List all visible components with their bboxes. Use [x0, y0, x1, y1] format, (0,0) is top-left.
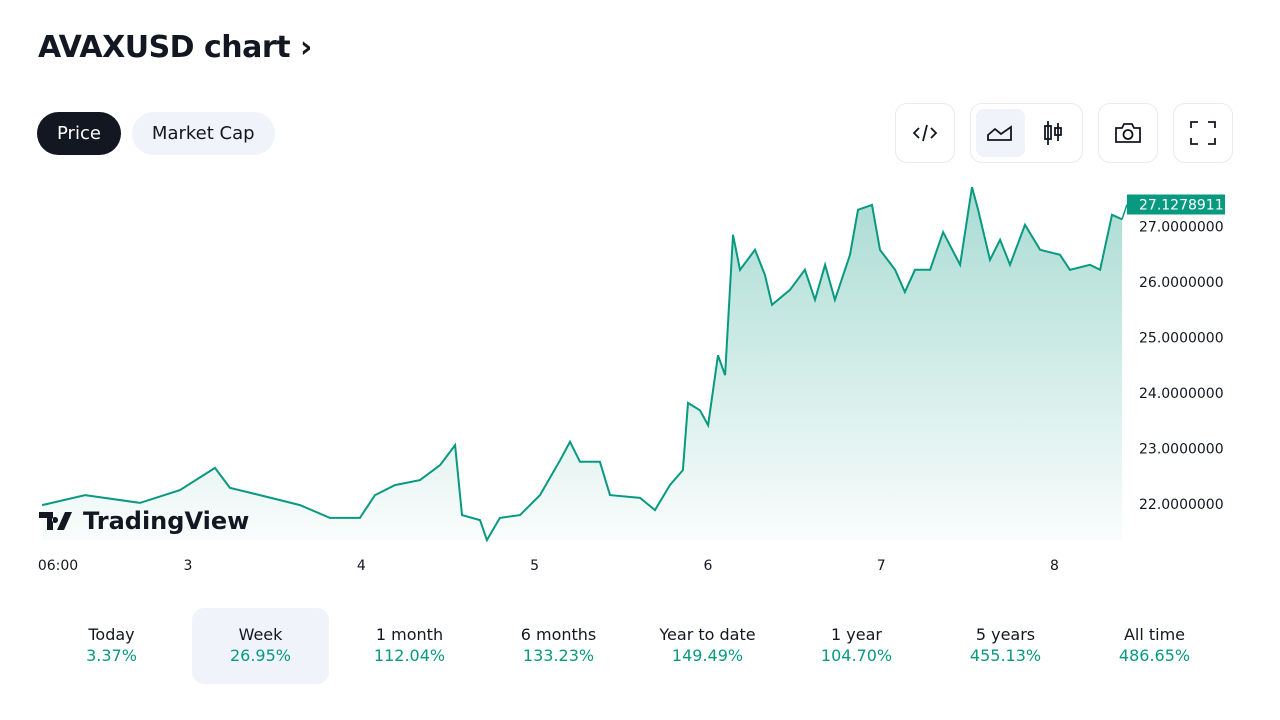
tradingview-logo[interactable]: TradingView: [39, 507, 249, 535]
period-1-year[interactable]: 1 year 104.70%: [788, 608, 925, 684]
period-change: 26.95%: [229, 646, 291, 665]
camera-icon: [1115, 123, 1141, 143]
tradingview-logo-icon: [39, 512, 72, 530]
period-change: 455.13%: [969, 646, 1042, 665]
y-tick-label: 26.0000000: [1139, 275, 1224, 291]
price-chart[interactable]: 22.0000000 23.0000000 24.0000000 25.0000000…: [0, 170, 1280, 590]
y-tick-label: 25.0000000: [1139, 331, 1224, 347]
chart-toolbar: [895, 103, 1233, 163]
chart-type-tabs: Price Market Cap: [37, 112, 275, 155]
period-change: 133.23%: [522, 646, 595, 665]
period-label: Today: [88, 625, 135, 644]
current-price-pointer: [1121, 204, 1128, 220]
embed-code-icon: [912, 124, 938, 142]
y-tick-label: 22.0000000: [1139, 497, 1224, 513]
period-change: 3.37%: [86, 646, 137, 665]
title-text: AVAXUSD chart: [38, 30, 291, 65]
current-price-tag: 27.1278911: [1121, 194, 1225, 220]
period-label: 1 month: [375, 625, 444, 644]
period-label: Week: [238, 625, 283, 644]
chart-style-group: [970, 103, 1083, 163]
y-tick-label: 24.0000000: [1139, 386, 1224, 402]
period-label: 5 years: [975, 625, 1036, 644]
period-change: 486.65%: [1118, 646, 1191, 665]
period-label: 1 year: [831, 625, 882, 644]
x-tick-label: 6: [703, 558, 712, 574]
x-tick-label: 8: [1050, 558, 1059, 574]
tab-market-cap[interactable]: Market Cap: [131, 112, 275, 155]
x-tick-label: 4: [357, 558, 366, 574]
tab-price[interactable]: Price: [37, 112, 121, 155]
fullscreen-button[interactable]: [1173, 103, 1233, 163]
period-all-time[interactable]: All time 486.65%: [1086, 608, 1223, 684]
x-tick-label: 3: [184, 558, 193, 574]
x-tick-label: 06:00: [38, 558, 78, 574]
y-tick-label: 27.0000000: [1139, 220, 1224, 236]
screenshot-button[interactable]: [1098, 103, 1158, 163]
period-change: 149.49%: [671, 646, 744, 665]
performance-periods: Today 3.37% Week 26.95% 1 month 112.04% 6 mont…: [43, 608, 1235, 684]
period-week[interactable]: Week 26.95%: [192, 608, 329, 684]
period-change: 104.70%: [820, 646, 893, 665]
period-6-months[interactable]: 6 months 133.23%: [490, 608, 627, 684]
period-year-to-date[interactable]: Year to date 149.49%: [639, 608, 776, 684]
chevron-right-icon: ›: [300, 30, 312, 65]
page-title[interactable]: AVAXUSD chart ›: [38, 30, 312, 65]
current-price-label: 27.1278911: [1139, 198, 1224, 214]
period-label: Year to date: [659, 625, 756, 644]
price-line: [41, 186, 1123, 543]
y-tick-label: 23.0000000: [1139, 442, 1224, 458]
candlestick-chart-button[interactable]: [1029, 109, 1078, 157]
x-tick-label: 5: [530, 558, 539, 574]
x-tick-label: 7: [877, 558, 886, 574]
fullscreen-icon: [1190, 121, 1216, 145]
period-5-years[interactable]: 5 years 455.13%: [937, 608, 1074, 684]
period-today[interactable]: Today 3.37%: [43, 608, 180, 684]
candlestick-chart-icon: [1043, 121, 1062, 145]
period-label: All time: [1123, 625, 1186, 644]
period-1-month[interactable]: 1 month 112.04%: [341, 608, 478, 684]
area-chart-icon: [987, 125, 1013, 141]
period-label: 6 months: [520, 625, 597, 644]
embed-button[interactable]: [895, 103, 955, 163]
price-area-fill: [42, 187, 1123, 541]
logo-text: TradingView: [83, 507, 250, 535]
area-chart-button[interactable]: [976, 109, 1025, 157]
period-change: 112.04%: [373, 646, 446, 665]
